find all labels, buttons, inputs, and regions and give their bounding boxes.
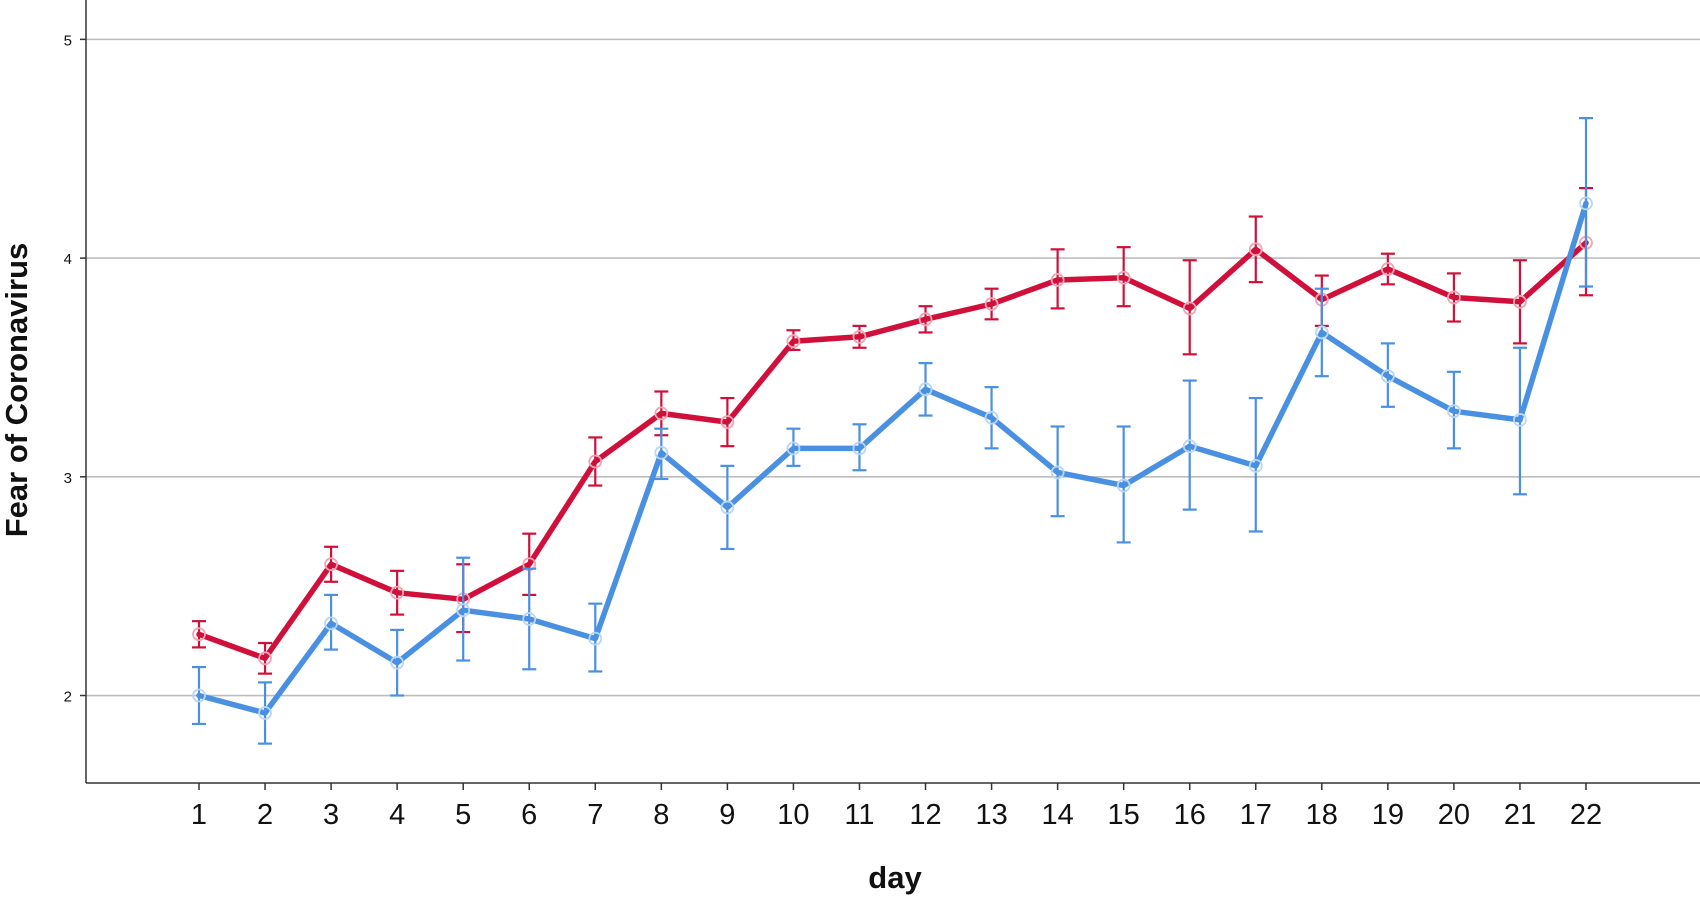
x-tick-label-14: 14 [1041,799,1073,831]
point-series-1-day-9 [720,415,735,430]
x-tick-label-13: 13 [975,799,1007,831]
x-tick-label-9: 9 [719,799,735,831]
y-tick-label-5: 5 [64,32,72,49]
x-tick-label-21: 21 [1504,799,1536,831]
series-line-2 [196,200,1589,716]
point-series-1-day-17 [1248,242,1263,257]
series-2 [192,117,1593,745]
point-series-2-day-8 [654,445,669,460]
point-series-1-day-7 [588,454,603,469]
point-series-1-day-10 [786,334,801,349]
x-tick-label-16: 16 [1174,799,1206,831]
point-series-2-day-13 [984,410,999,425]
point-series-2-day-16 [1182,439,1197,454]
series-1 [192,186,1593,675]
x-tick-label-12: 12 [909,799,941,831]
x-tick-label-3: 3 [323,799,339,831]
axes [85,0,1700,784]
series-line-1 [196,240,1589,662]
point-series-1-day-15 [1116,270,1131,285]
x-tick-label-17: 17 [1240,799,1272,831]
x-tick-label-1: 1 [191,799,207,831]
point-series-2-day-17 [1248,458,1263,473]
point-series-1-day-16 [1182,301,1197,316]
point-series-1-day-19 [1380,262,1395,276]
y-axis-title: Fear of Coronavirus [0,243,34,538]
y-tick-label-2: 2 [64,689,72,706]
point-series-2-day-14 [1050,465,1065,480]
point-series-1-day-11 [852,329,867,344]
x-tick-label-19: 19 [1372,799,1404,831]
x-tick-label-20: 20 [1438,799,1470,831]
point-series-1-day-20 [1447,290,1461,305]
point-series-1-day-3 [324,557,338,572]
gridlines [86,38,1700,697]
point-series-1-day-4 [390,585,405,600]
point-series-2-day-4 [390,655,405,670]
x-tick-label-11: 11 [844,799,874,831]
x-tick-label-8: 8 [653,799,669,831]
point-series-2-day-15 [1116,478,1131,493]
point-series-2-day-19 [1380,369,1395,384]
point-series-1-day-1 [192,627,206,642]
point-series-2-day-1 [192,688,206,703]
x-tick-label-10: 10 [777,799,809,831]
point-series-1-day-12 [918,312,933,327]
point-series-1-day-8 [654,406,669,421]
point-series-1-day-14 [1050,273,1065,287]
point-series-1-day-21 [1513,294,1527,309]
point-series-2-day-7 [588,631,603,646]
y-tick-labels: 2 3 4 5 [64,32,86,706]
point-series-2-day-5 [456,603,471,618]
x-tick-labels: 1 2 3 4 5 6 7 8 9 10 11 12 13 14 15 16 17 18 19 20 21 22 [191,783,1602,831]
point-series-2-day-12 [918,382,933,397]
point-series-2-day-3 [324,616,338,631]
data-series [192,117,1593,745]
x-tick-label-7: 7 [587,799,603,831]
x-axis-title: day [868,860,922,895]
point-series-2-day-10 [786,441,801,456]
point-series-2-day-20 [1447,404,1461,419]
point-series-2-day-22 [1579,196,1593,211]
x-tick-label-5: 5 [455,799,471,831]
point-series-2-day-18 [1314,325,1329,340]
point-series-2-day-11 [852,441,867,456]
x-tick-label-22: 22 [1570,799,1602,831]
point-series-1-day-13 [984,297,999,311]
x-tick-label-4: 4 [389,799,405,831]
x-tick-label-18: 18 [1306,799,1338,831]
x-tick-label-15: 15 [1108,799,1140,831]
point-series-2-day-2 [258,706,272,720]
point-series-2-day-21 [1513,413,1527,427]
x-tick-label-6: 6 [521,799,537,831]
point-series-2-day-6 [522,612,537,626]
point-series-1-day-2 [258,651,272,666]
y-tick-label-4: 4 [64,251,72,268]
y-tick-label-3: 3 [64,470,72,487]
x-tick-label-2: 2 [257,799,273,831]
point-series-2-day-9 [720,500,735,515]
